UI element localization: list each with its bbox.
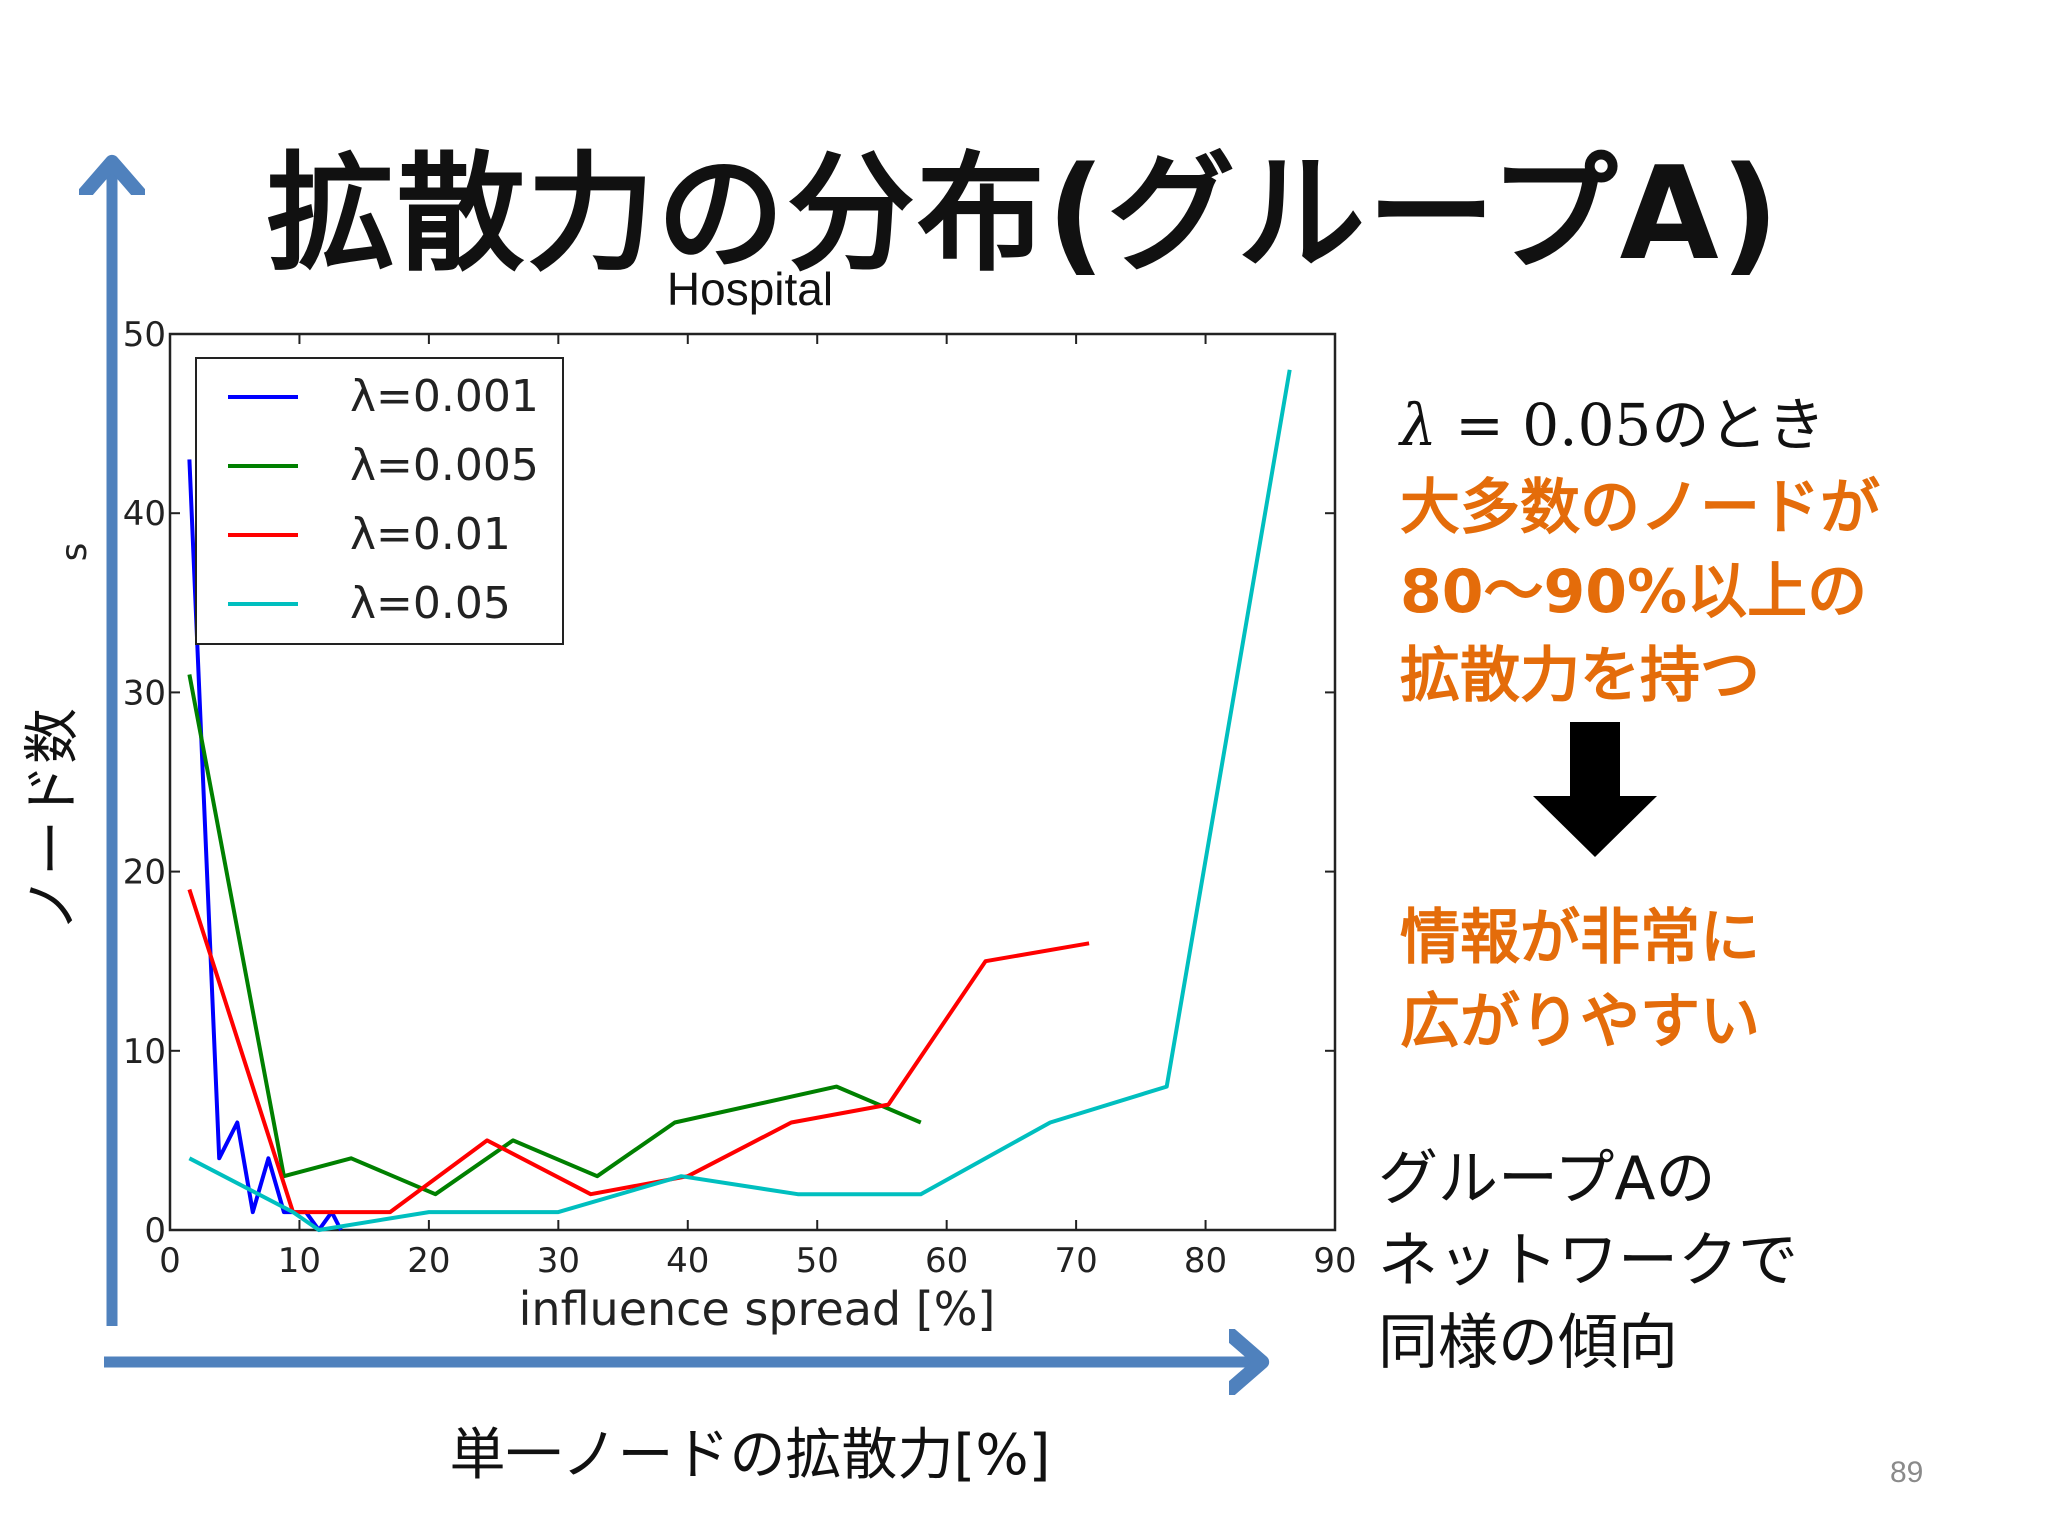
legend-label-1: λ=0.001 (350, 371, 539, 422)
series-line-1 (187, 459, 343, 1232)
page-number: 89 (1890, 1456, 1924, 1489)
x-axis-caption: 単一ノードの拡散力[%] (449, 1423, 1051, 1488)
lambda-value: = 0.05 (1436, 391, 1652, 459)
y-tick-label: 30 (123, 673, 166, 713)
lambda-condition: λ = 0.05のとき (1400, 378, 1825, 462)
plot-frame (168, 332, 1337, 1232)
x-tick-label: 50 (796, 1241, 839, 1281)
conclusion-line-1: 情報が非常に (1400, 903, 1760, 973)
legend-label-2: λ=0.005 (350, 440, 539, 491)
x-tick-label: 80 (1184, 1241, 1227, 1281)
y-tick-label: 50 (123, 315, 166, 355)
lambda-symbol: λ (1400, 391, 1437, 459)
note-line-2: ネットワークで (1378, 1226, 1798, 1296)
lambda-suffix: のとき (1651, 391, 1826, 459)
legend-label-4: λ=0.05 (350, 578, 511, 629)
y-tick-label: 10 (123, 1032, 166, 1072)
chart-title: Hospital (666, 263, 834, 315)
down-arrow-icon (1533, 722, 1657, 857)
slide-title: 拡散力の分布(グループA) (266, 140, 1782, 289)
x-tick-label: 30 (537, 1241, 580, 1281)
highlight-line-1: 大多数のノードが (1400, 473, 1880, 543)
y-axis-caption: ノード数 (20, 708, 86, 932)
x-tick-label: 90 (1313, 1241, 1356, 1281)
legend-label-3: λ=0.01 (350, 509, 511, 560)
note-line-3: 同様の傾向 (1378, 1308, 1678, 1378)
y-axis-label: s (54, 543, 95, 562)
legend: λ=0.001 λ=0.005 λ=0.01 λ=0.05 (195, 357, 564, 645)
x-tick-label: 10 (278, 1241, 321, 1281)
note-line-1: グループAの (1378, 1144, 1716, 1214)
x-tick-label: 20 (407, 1241, 450, 1281)
conclusion-line-2: 広がりやすい (1400, 987, 1760, 1057)
y-tick-label: 40 (123, 494, 166, 534)
series-line-2 (187, 674, 922, 1197)
y-tick-label: 20 (123, 853, 166, 893)
legend-box (195, 357, 564, 645)
series-line-4 (188, 369, 1292, 1232)
x-tick-label: 60 (925, 1241, 968, 1281)
x-axis-label: influence spread [%] (519, 1282, 996, 1336)
highlight-line-2: 80〜90%以上の (1400, 557, 1868, 627)
x-tick-label: 40 (666, 1241, 709, 1281)
x-tick-label: 0 (159, 1241, 181, 1281)
x-tick-label: 70 (1054, 1241, 1097, 1281)
highlight-line-3: 拡散力を持つ (1400, 641, 1760, 711)
series-line-3 (187, 888, 1090, 1215)
y-tick-label: 0 (144, 1211, 166, 1251)
